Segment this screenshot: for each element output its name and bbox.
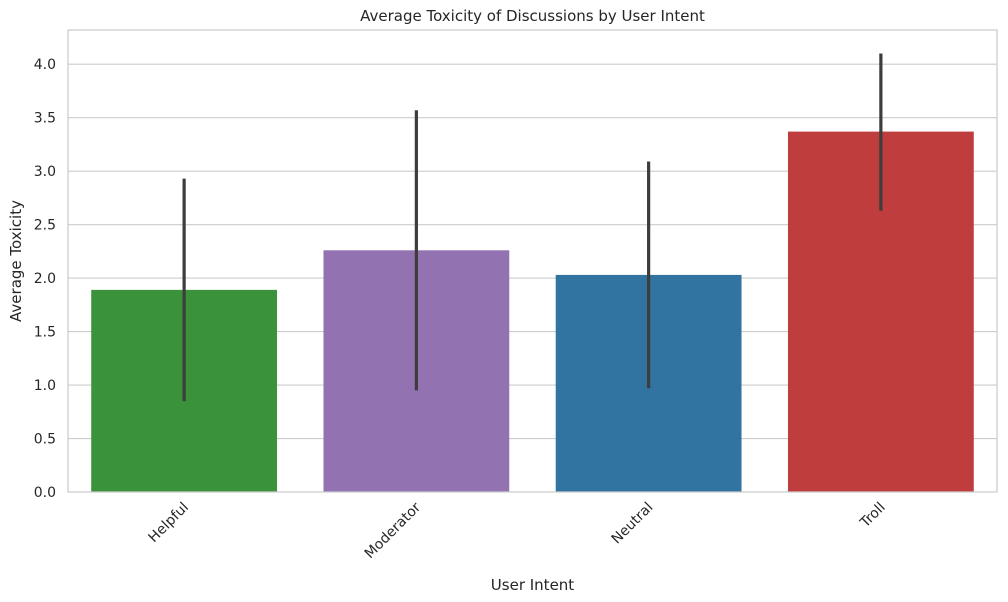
y-tick-label: 0.5 <box>34 432 56 448</box>
plot-frame <box>67 29 998 493</box>
chart-title: Average Toxicity of Discussions by User … <box>360 7 705 25</box>
y-tick-label: 3.5 <box>34 111 56 127</box>
x-tick-labels: Helpful Moderator Neutral Troll <box>146 499 889 562</box>
x-tick-label: Moderator <box>362 499 425 562</box>
y-tick-label: 0.0 <box>34 485 56 501</box>
y-tick-label: 4.0 <box>34 57 56 73</box>
x-tick-label: Helpful <box>146 500 192 546</box>
x-tick-label: Troll <box>857 500 889 532</box>
y-tick-label: 1.0 <box>34 378 56 394</box>
y-axis-title: Average Toxicity <box>7 200 25 322</box>
y-tick-labels: 0.0 0.5 1.0 1.5 2.0 2.5 3.0 3.5 4.0 <box>34 57 56 501</box>
x-axis-title: User Intent <box>491 576 575 594</box>
error-bars <box>182 53 883 402</box>
y-tick-label: 2.0 <box>34 271 56 287</box>
bars <box>91 131 974 492</box>
y-tick-label: 1.5 <box>34 325 56 341</box>
x-tick-label: Neutral <box>609 500 657 548</box>
y-tick-label: 3.0 <box>34 164 56 180</box>
y-tick-label: 2.5 <box>34 218 56 234</box>
